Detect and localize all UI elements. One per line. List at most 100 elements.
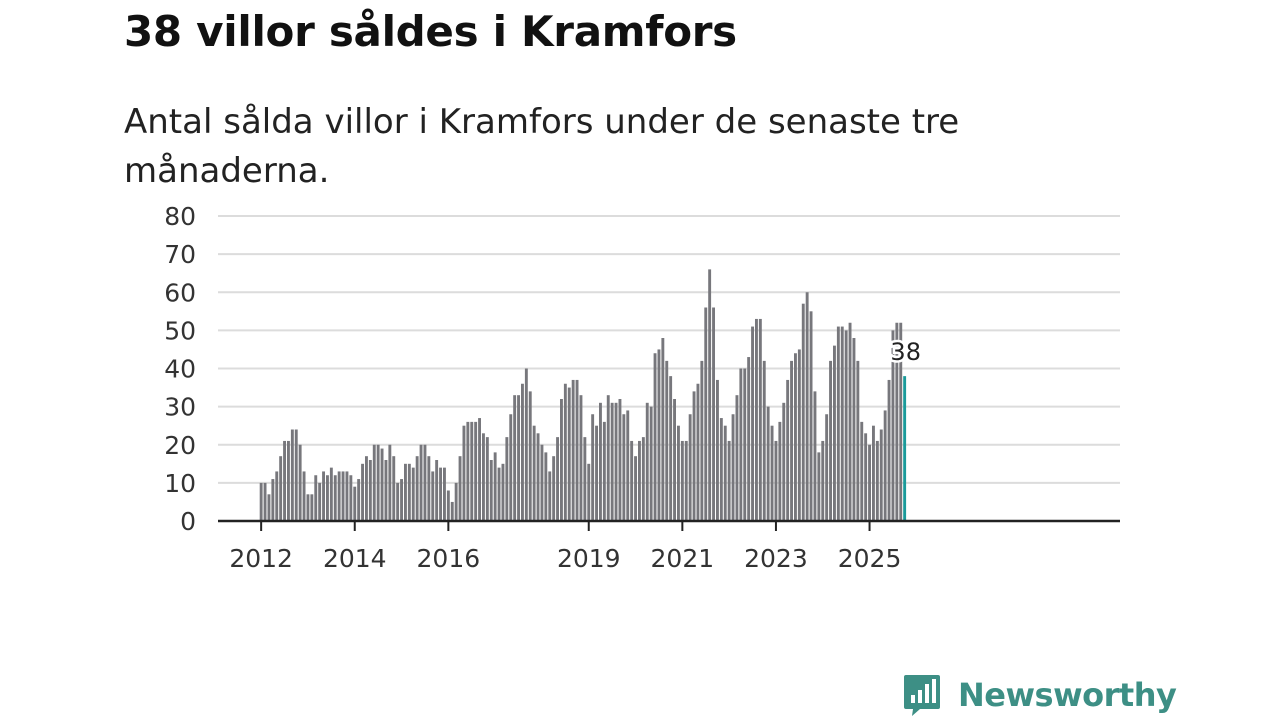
bar (470, 421, 474, 522)
bar (341, 471, 345, 521)
bar (485, 437, 489, 522)
y-tick-label: 10 (164, 469, 196, 498)
gridlines (218, 215, 1120, 484)
y-tick-label: 40 (164, 355, 196, 384)
bar (770, 425, 774, 521)
bar (290, 429, 294, 521)
brand-name: Newsworthy (958, 676, 1177, 714)
bar (326, 475, 329, 521)
bar (493, 452, 497, 522)
bar (716, 379, 719, 521)
bar (489, 460, 493, 521)
bar (817, 452, 821, 522)
bar (478, 418, 481, 521)
x-tick-label: 2016 (417, 544, 481, 573)
bar (755, 318, 758, 521)
bar (536, 433, 540, 521)
bar (860, 421, 864, 522)
bar (848, 322, 852, 521)
highlight-bar (903, 376, 907, 522)
bar (825, 414, 829, 521)
bar (482, 433, 485, 521)
bar (645, 402, 649, 521)
bar (883, 410, 887, 521)
bar (836, 326, 840, 521)
bar (571, 379, 575, 521)
bar (696, 383, 700, 521)
bar (641, 437, 645, 522)
bar (275, 471, 279, 521)
bar (887, 379, 891, 521)
bar (279, 456, 283, 521)
bar (680, 440, 684, 521)
bar (509, 414, 513, 521)
bar (743, 368, 747, 521)
bar (899, 322, 903, 521)
bar (357, 479, 361, 521)
bar (618, 399, 622, 521)
bar (419, 444, 423, 521)
bar (427, 456, 431, 521)
bar (712, 307, 715, 521)
bar (700, 360, 704, 522)
bar (626, 410, 630, 521)
bar (563, 383, 567, 521)
bar (657, 349, 661, 521)
bar (501, 463, 505, 521)
bar (513, 395, 517, 521)
bar (353, 486, 357, 521)
bar (333, 475, 337, 521)
bar (786, 379, 790, 521)
x-tick-label: 2012 (229, 544, 293, 573)
bar (450, 501, 454, 521)
bar (298, 444, 302, 521)
bar (411, 467, 415, 522)
bar (774, 440, 778, 521)
bar (521, 383, 524, 521)
y-tick-label: 80 (164, 202, 196, 231)
bar (595, 425, 598, 521)
bar (790, 360, 793, 522)
bar (462, 425, 466, 521)
bar (649, 406, 653, 522)
bar (891, 330, 895, 522)
bar (423, 444, 427, 521)
bar (692, 391, 696, 522)
bar (688, 414, 692, 521)
bar (762, 360, 766, 522)
bar (864, 433, 868, 521)
bar (388, 444, 392, 521)
y-axis-ticks: 0 10 20 30 40 50 60 70 80 (164, 202, 196, 536)
bar (606, 395, 610, 521)
bar (665, 360, 669, 522)
bar (673, 399, 676, 521)
bar (821, 440, 825, 521)
bar (805, 292, 809, 521)
bar (614, 402, 618, 521)
bar (283, 440, 286, 521)
x-tick-label: 2014 (323, 544, 387, 573)
y-tick-label: 60 (164, 278, 196, 307)
bar (856, 360, 860, 522)
bar (852, 338, 856, 521)
bar (797, 349, 801, 521)
bar (560, 399, 563, 521)
bar (634, 456, 637, 521)
bar (306, 494, 310, 521)
bar (548, 471, 552, 521)
bar (591, 414, 595, 521)
bar (661, 338, 665, 521)
bar (708, 269, 712, 522)
bar (766, 406, 770, 522)
bar (329, 467, 333, 522)
bar (361, 463, 364, 521)
bar (739, 368, 743, 521)
bar (583, 437, 587, 522)
bar (532, 425, 536, 521)
bar (630, 440, 634, 521)
bar (443, 467, 446, 522)
bar (302, 471, 306, 521)
x-tick-label: 2019 (557, 544, 621, 573)
bar (587, 463, 591, 521)
